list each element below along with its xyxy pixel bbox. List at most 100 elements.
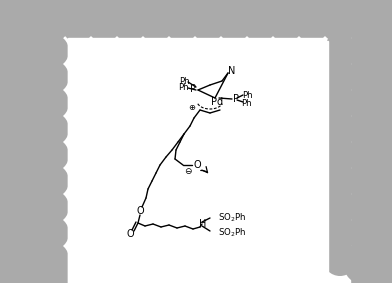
- Text: Ph: Ph: [241, 98, 251, 108]
- Circle shape: [323, 112, 357, 146]
- Circle shape: [226, 7, 262, 43]
- Circle shape: [78, 0, 114, 23]
- Circle shape: [130, 0, 166, 23]
- Circle shape: [0, 179, 28, 215]
- Text: O: O: [193, 160, 201, 170]
- Text: SO$_2$Ph: SO$_2$Ph: [218, 212, 247, 224]
- Circle shape: [35, 86, 69, 120]
- Circle shape: [0, 75, 28, 111]
- Circle shape: [286, 0, 322, 23]
- Circle shape: [113, 8, 147, 42]
- Circle shape: [35, 112, 69, 146]
- Circle shape: [330, 7, 366, 43]
- Text: $\ominus$: $\ominus$: [183, 166, 192, 176]
- Circle shape: [323, 216, 357, 250]
- Circle shape: [364, 205, 392, 241]
- Circle shape: [0, 205, 28, 241]
- Circle shape: [323, 86, 357, 120]
- Circle shape: [44, 7, 80, 43]
- Circle shape: [208, 0, 244, 23]
- Circle shape: [323, 190, 357, 224]
- Bar: [45, 25, 350, 283]
- Circle shape: [0, 127, 28, 163]
- Circle shape: [217, 8, 251, 42]
- Text: P: P: [190, 84, 196, 94]
- Text: N: N: [228, 66, 236, 76]
- Circle shape: [364, 101, 392, 137]
- Circle shape: [323, 242, 357, 276]
- Circle shape: [96, 7, 132, 43]
- Circle shape: [200, 7, 236, 43]
- Circle shape: [312, 0, 348, 23]
- Circle shape: [104, 0, 140, 23]
- Circle shape: [61, 8, 95, 42]
- Circle shape: [0, 0, 28, 33]
- Circle shape: [0, 23, 28, 59]
- Circle shape: [260, 0, 296, 23]
- Circle shape: [70, 7, 106, 43]
- Circle shape: [40, 253, 84, 283]
- Bar: [68, 41, 328, 283]
- Circle shape: [364, 75, 392, 111]
- Circle shape: [35, 60, 69, 94]
- Circle shape: [321, 8, 355, 42]
- Circle shape: [0, 0, 36, 23]
- Circle shape: [234, 0, 270, 23]
- Circle shape: [243, 8, 277, 42]
- Circle shape: [269, 8, 303, 42]
- Circle shape: [174, 7, 210, 43]
- Text: Pd: Pd: [211, 97, 223, 107]
- Text: H: H: [199, 219, 207, 229]
- Circle shape: [26, 0, 62, 23]
- Circle shape: [148, 7, 184, 43]
- Circle shape: [364, 23, 392, 59]
- Circle shape: [343, 241, 387, 283]
- Text: Ph: Ph: [179, 76, 189, 85]
- Circle shape: [35, 190, 69, 224]
- Circle shape: [122, 7, 158, 43]
- Circle shape: [0, 7, 28, 43]
- Circle shape: [35, 242, 69, 276]
- Circle shape: [35, 34, 69, 68]
- Circle shape: [35, 8, 69, 42]
- Circle shape: [356, 7, 392, 43]
- Circle shape: [323, 8, 357, 42]
- Circle shape: [252, 7, 288, 43]
- Circle shape: [139, 8, 173, 42]
- Circle shape: [182, 0, 218, 23]
- Circle shape: [364, 49, 392, 85]
- Circle shape: [87, 8, 121, 42]
- Circle shape: [304, 7, 340, 43]
- Circle shape: [52, 0, 88, 23]
- Bar: [68, 38, 326, 283]
- Circle shape: [35, 164, 69, 198]
- Circle shape: [278, 7, 314, 43]
- Circle shape: [0, 229, 60, 283]
- Text: P: P: [233, 94, 239, 104]
- Text: Ph: Ph: [178, 83, 188, 93]
- Circle shape: [0, 231, 28, 267]
- Circle shape: [165, 8, 199, 42]
- Circle shape: [364, 153, 392, 189]
- Text: SO$_2$Ph: SO$_2$Ph: [218, 227, 247, 239]
- Circle shape: [18, 7, 54, 43]
- Circle shape: [35, 216, 69, 250]
- Circle shape: [338, 0, 374, 23]
- Circle shape: [364, 179, 392, 215]
- Circle shape: [323, 34, 357, 68]
- Circle shape: [364, 127, 392, 163]
- Text: O: O: [136, 206, 144, 216]
- Text: O: O: [126, 229, 134, 239]
- Circle shape: [191, 8, 225, 42]
- Circle shape: [323, 138, 357, 172]
- Circle shape: [0, 49, 28, 85]
- Circle shape: [156, 0, 192, 23]
- Circle shape: [0, 101, 28, 137]
- Circle shape: [35, 8, 69, 42]
- Circle shape: [323, 60, 357, 94]
- Circle shape: [364, 0, 392, 33]
- Text: Ph: Ph: [242, 91, 252, 100]
- Circle shape: [295, 8, 329, 42]
- Circle shape: [0, 153, 28, 189]
- Circle shape: [364, 231, 392, 267]
